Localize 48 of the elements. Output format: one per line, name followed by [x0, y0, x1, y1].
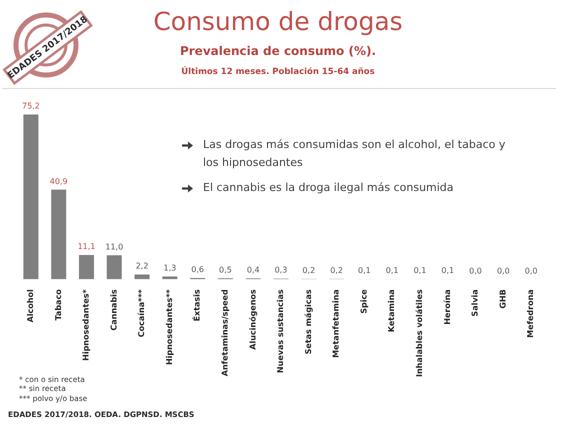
x-tick-label: Setas mágicas — [304, 289, 313, 354]
x-tick-label: Alucinógenos — [248, 289, 258, 350]
bar — [78, 254, 94, 280]
x-tick-label: Alcohol — [26, 289, 35, 322]
data-label: 11,0 — [105, 242, 124, 252]
data-label: 0,6 — [191, 265, 204, 274]
annotation: Las drogas más consumidas son el alcohol, el tabaco y los hipnosedantes — [203, 137, 506, 170]
x-tick-label: Metanfetamina — [332, 289, 341, 358]
data-label: 75,2 — [22, 102, 40, 111]
x-tick-label: Salvia — [470, 289, 480, 317]
x-tick-label: Nuevas sustancias — [276, 289, 286, 374]
data-label: 0,2 — [302, 266, 316, 275]
data-label: 0,1 — [386, 266, 399, 276]
x-tick-label: Ketamina — [387, 289, 396, 332]
x-tick-label: GHB — [498, 289, 508, 309]
data-label: 0,1 — [414, 266, 426, 276]
data-label: 0,2 — [330, 266, 343, 275]
x-tick-label: Cocaína*** — [137, 288, 146, 338]
data-label: 0,0 — [496, 266, 510, 276]
data-label: 11,1 — [78, 242, 96, 252]
data-label: 1,3 — [163, 264, 176, 273]
x-tick-label: Éxtasis — [192, 289, 202, 322]
bar — [51, 190, 66, 280]
x-tick-label: Inhalables volátiles — [415, 289, 424, 378]
x-tick-label: Heroína — [442, 289, 452, 325]
data-label: 0,0 — [524, 266, 538, 276]
data-label: 0,3 — [274, 266, 288, 275]
x-tick-label: Tabaco — [54, 288, 63, 320]
chart-subtitle: Prevalencia de consumo (%). — [180, 44, 376, 58]
x-tick-label: Hipnosedantes** — [164, 288, 174, 366]
data-label: 40,9 — [50, 176, 68, 186]
bar — [23, 114, 38, 280]
data-label: 0,1 — [358, 266, 371, 276]
data-label: 0,1 — [441, 266, 454, 276]
x-tick-label: Spice — [359, 288, 368, 314]
chart-title: Consumo de drogas — [153, 7, 403, 36]
bar — [106, 255, 122, 280]
x-tick-label: Hipnosedantes* — [82, 288, 91, 361]
x-tick-label: Cannabis — [109, 289, 118, 331]
bar — [134, 274, 150, 280]
data-label: 0,0 — [469, 266, 482, 276]
x-tick-label: Anfetaminas/speed — [220, 289, 230, 376]
data-label: 0,5 — [219, 265, 232, 274]
x-tick-label: Mefedrona — [526, 289, 536, 338]
data-label: 2,2 — [136, 262, 148, 271]
data-label: 0,4 — [246, 266, 260, 275]
text: Últimos 12 meses. Población 15-64 años — [181, 67, 375, 77]
annotation: El cannabis es la droga ilegal más consumida — [203, 180, 455, 196]
